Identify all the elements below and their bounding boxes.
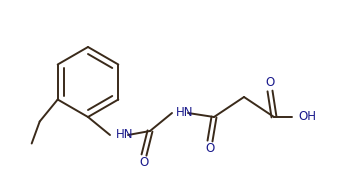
Text: HN: HN <box>176 106 194 119</box>
Text: O: O <box>139 156 149 170</box>
Text: O: O <box>205 143 215 156</box>
Text: OH: OH <box>298 111 316 123</box>
Text: HN: HN <box>116 129 134 142</box>
Text: O: O <box>265 77 275 90</box>
